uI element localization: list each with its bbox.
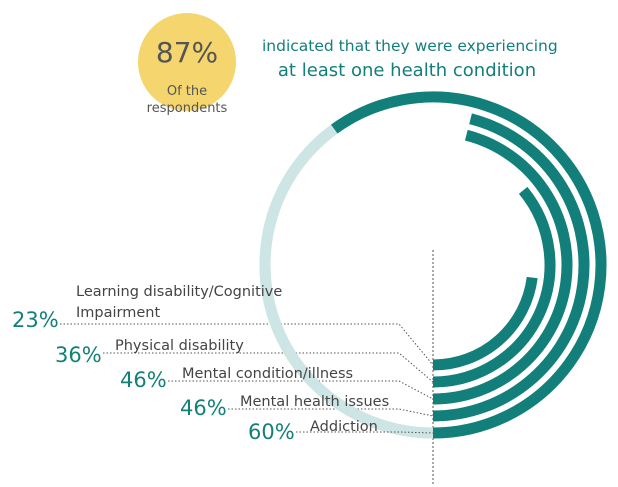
value-label: 46% [180,396,227,420]
leader-line [296,431,434,434]
title: at least one health condition [277,60,537,81]
radial-bar [432,129,573,405]
value-label: 60% [248,420,295,444]
callout-circle [138,13,236,111]
leader-line [103,352,434,383]
category-label: Mental health issues [240,394,390,410]
title: indicated that they were experiencing [262,37,558,55]
leader-line [228,408,434,417]
leader-line [60,323,434,366]
radial-bar [331,91,607,439]
category-label: Mental condition/illness [182,366,354,382]
category-label: Addiction [310,419,378,435]
radial-bar [432,276,538,371]
radial-bar [432,186,556,388]
value-label: 23% [12,308,59,332]
value-label: 46% [120,368,167,392]
value-label: 36% [55,343,102,367]
leader-line [168,380,434,400]
callout-value: 87% [155,36,219,69]
category-label: Physical disability [115,338,244,354]
radial-bar [432,113,590,422]
callout-text: Of the [166,84,208,99]
category-label: Learning disability/Cognitive Impairment [76,284,283,321]
callout-text: respondents [146,101,228,116]
